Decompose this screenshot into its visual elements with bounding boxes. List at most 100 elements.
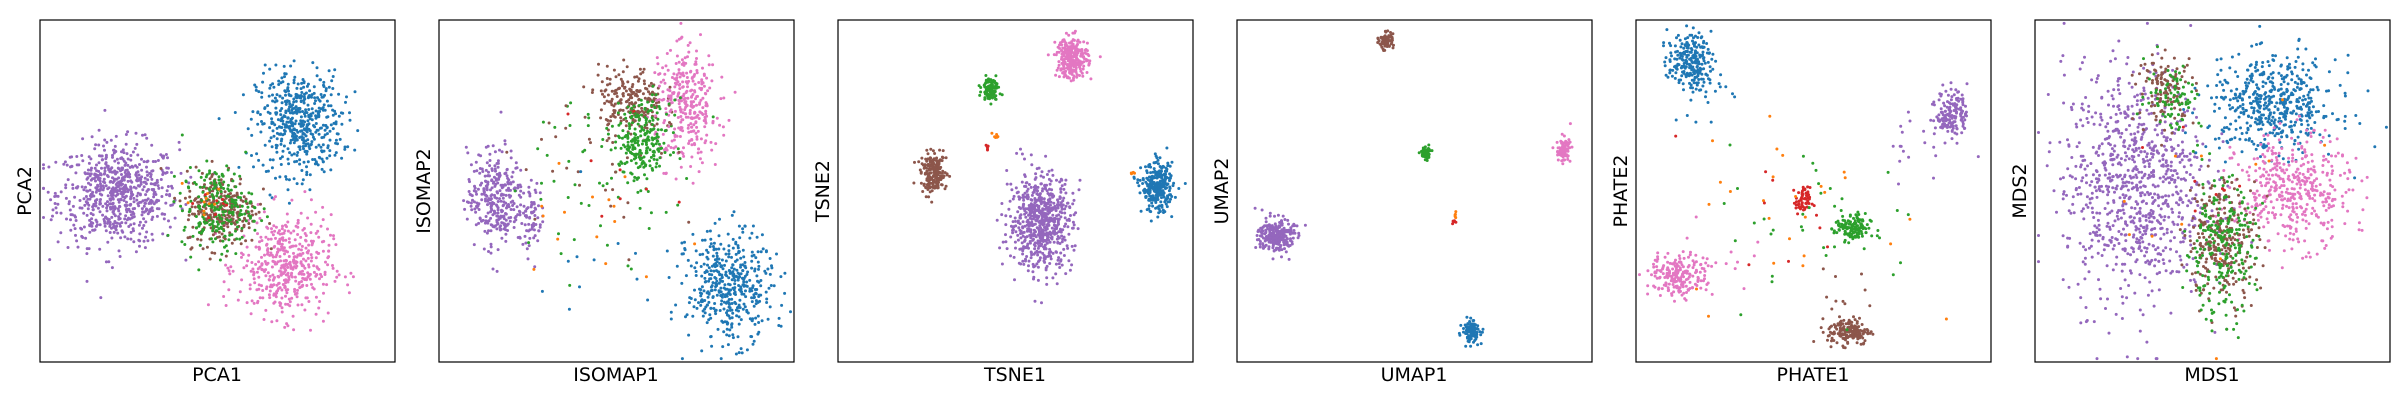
scatter-point-blue (314, 145, 318, 149)
scatter-point-blue (250, 133, 254, 137)
scatter-point-green (652, 154, 656, 158)
scatter-point-purple (48, 258, 52, 262)
scatter-point-pink (307, 243, 311, 247)
scatter-point-purple (138, 244, 141, 248)
scatter-point-pink (680, 58, 684, 62)
scatter-point-pink (687, 50, 691, 54)
scatter-point-purple (120, 173, 123, 176)
scatter-point-blue (274, 106, 278, 110)
scatter-point-pink (674, 62, 678, 65)
scatter-point-purple (1060, 178, 1064, 182)
scatter-point-purple (504, 239, 508, 243)
scatter-point-purple (78, 199, 82, 202)
scatter-point-pink (659, 80, 663, 84)
scatter-point-pink (677, 71, 681, 75)
scatter-point-purple (106, 240, 110, 244)
scatter-point-pink (299, 235, 303, 239)
scatter-point-green (586, 112, 590, 116)
scatter-point-pink (283, 325, 287, 329)
scatter-point-purple (98, 177, 102, 180)
scatter-point-brown (641, 92, 645, 96)
scatter-point-pink (1089, 77, 1093, 81)
scatter-point-purple (1070, 263, 1074, 267)
scatter-point-blue (1147, 175, 1151, 179)
scatter-point-green (198, 243, 202, 247)
scatter-point-blue (1154, 206, 1158, 210)
scatter-point-purple (1021, 234, 1025, 238)
scatter-point-green (660, 128, 663, 132)
scatter-point-green (213, 171, 217, 174)
scatter-point-purple (1023, 173, 1027, 177)
scatter-point-blue (737, 251, 741, 255)
scatter-point-green (221, 239, 225, 243)
scatter-point-green (628, 111, 632, 115)
scatter-point-purple (111, 155, 114, 159)
scatter-point-purple (110, 236, 114, 240)
scatter-point-pink (287, 240, 291, 244)
scatter-point-purple (1036, 265, 1040, 269)
scatter-point-blue (312, 85, 316, 89)
scatter-point-purple (1027, 264, 1030, 268)
scatter-point-blue (262, 122, 266, 126)
scatter-point-purple (141, 210, 145, 214)
scatter-point-purple (98, 210, 102, 214)
scatter-point-pink (673, 85, 677, 89)
scatter-point-blue (765, 297, 769, 301)
scatter-point-purple (1029, 153, 1033, 157)
scatter-point-blue (706, 263, 709, 267)
scatter-point-purple (1000, 213, 1004, 217)
scatter-point-orange (613, 220, 617, 223)
scatter-point-pink (693, 111, 697, 115)
scatter-point-purple (504, 193, 508, 197)
scatter-point-brown (194, 165, 198, 169)
scatter-point-blue (314, 109, 318, 113)
scatter-point-blue (348, 111, 351, 115)
scatter-point-green (513, 189, 517, 193)
scatter-point-purple (90, 135, 94, 139)
scatter-point-pink (331, 266, 335, 270)
scatter-point-blue (737, 315, 741, 319)
scatter-point-blue (263, 63, 267, 67)
scatter-point-brown (250, 209, 254, 213)
scatter-point-blue (305, 152, 309, 156)
scatter-point-brown (654, 101, 658, 105)
scatter-point-pink (326, 227, 329, 231)
scatter-point-purple (144, 220, 148, 224)
scatter-point-blue (730, 325, 734, 329)
scatter-point-blue (750, 254, 754, 258)
scatter-point-purple (113, 220, 117, 223)
scatter-point-blue (731, 336, 735, 340)
scatter-point-purple (487, 250, 490, 253)
scatter-point-blue (1138, 191, 1142, 195)
scatter-point-purple (1054, 209, 1058, 213)
scatter-point-blue (329, 168, 333, 172)
scatter-point-purple (150, 177, 154, 181)
scatter-point-purple (54, 160, 58, 164)
scatter-point-purple (507, 186, 510, 190)
scatter-point-pink (293, 265, 296, 269)
scatter-point-brown (218, 235, 221, 239)
scatter-point-purple (479, 183, 482, 187)
scatter-point-purple (137, 173, 141, 177)
scatter-point-purple (467, 201, 471, 204)
scatter-point-brown (609, 119, 612, 123)
scatter-point-green (631, 138, 635, 142)
scatter-point-pink (284, 249, 288, 253)
scatter-point-green (586, 124, 590, 128)
scatter-point-blue (287, 89, 290, 93)
scatter-point-brown (204, 207, 208, 210)
scatter-point-pink (276, 250, 280, 254)
scatter-point-pink (270, 227, 273, 231)
scatter-point-brown (208, 177, 212, 181)
scatter-point-brown (638, 67, 642, 71)
scatter-point-blue (271, 129, 275, 133)
scatter-point-green (221, 210, 225, 214)
scatter-point-purple (1005, 182, 1009, 186)
scatter-point-blue (313, 162, 317, 166)
scatter-point-purple (1062, 254, 1066, 257)
scatter-point-purple (85, 279, 89, 283)
scatter-point-pink (272, 260, 276, 264)
scatter-point-pink (288, 300, 292, 304)
scatter-point-green (246, 205, 250, 209)
scatter-point-blue (724, 259, 728, 263)
